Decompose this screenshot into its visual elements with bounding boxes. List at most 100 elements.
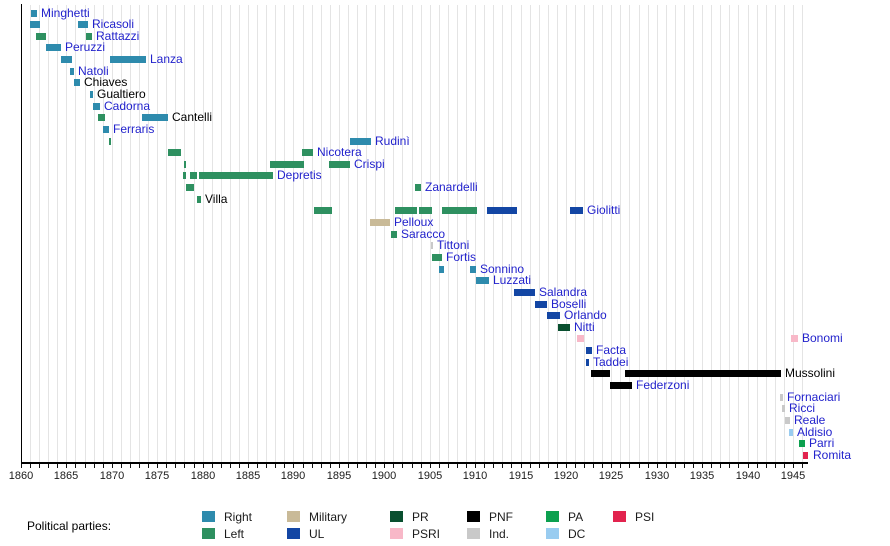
minister-label[interactable]: Pelloux bbox=[394, 215, 434, 229]
axis-tick-label: 1905 bbox=[417, 470, 443, 482]
year-gridline bbox=[203, 5, 204, 462]
axis-tick bbox=[748, 464, 749, 468]
minister-label[interactable]: Taddei bbox=[593, 355, 629, 369]
term-bar bbox=[570, 207, 583, 214]
term-bar bbox=[803, 452, 808, 459]
minister-label[interactable]: Orlando bbox=[564, 308, 607, 322]
axis-tick bbox=[484, 464, 485, 468]
term-bar bbox=[270, 161, 304, 168]
minister-label[interactable]: Cadorna bbox=[104, 99, 151, 113]
term-bar bbox=[190, 172, 197, 179]
legend-label-right: Right bbox=[224, 510, 253, 524]
minister-label[interactable]: Rudinì bbox=[375, 134, 410, 148]
minister-label[interactable]: Romita bbox=[813, 448, 852, 462]
term-bar bbox=[61, 56, 72, 63]
minister-label[interactable]: Natoli bbox=[78, 64, 109, 78]
axis-tick-label: 1915 bbox=[508, 470, 534, 482]
axis-tick bbox=[629, 464, 630, 468]
year-gridline bbox=[239, 5, 240, 462]
axis-tick-label: 1930 bbox=[644, 470, 670, 482]
year-gridline bbox=[75, 5, 76, 462]
axis-tick bbox=[157, 464, 158, 468]
term-bar bbox=[791, 335, 798, 342]
minister-label[interactable]: Aldisio bbox=[797, 425, 833, 439]
minister-label[interactable]: Bonomi bbox=[802, 331, 843, 345]
year-gridline bbox=[66, 5, 67, 462]
minister-label[interactable]: Fortis bbox=[446, 250, 476, 264]
axis-tick-label: 1910 bbox=[462, 470, 488, 482]
axis-tick bbox=[657, 464, 658, 468]
minister-label[interactable]: Boselli bbox=[551, 297, 587, 311]
minister-label[interactable]: Ferraris bbox=[113, 122, 155, 136]
minister-label[interactable]: Ricasoli bbox=[92, 17, 135, 31]
minister-label[interactable]: Lanza bbox=[150, 52, 183, 66]
minister-label[interactable]: Federzoni bbox=[636, 378, 690, 392]
axis-tick bbox=[539, 464, 540, 468]
minister-label[interactable]: Nicotera bbox=[317, 145, 362, 159]
minister-label[interactable]: Reale bbox=[794, 413, 826, 427]
axis-tick bbox=[666, 464, 667, 468]
term-bar bbox=[586, 359, 589, 366]
axis-tick bbox=[21, 464, 22, 468]
axis-tick-label: 1860 bbox=[8, 470, 34, 482]
minister-label[interactable]: Salandra bbox=[539, 285, 588, 299]
term-bar bbox=[487, 207, 517, 214]
term-bar bbox=[314, 207, 332, 214]
axis-tick bbox=[85, 464, 86, 468]
year-gridline bbox=[457, 5, 458, 462]
minister-label[interactable]: Crispi bbox=[354, 157, 385, 171]
minister-label[interactable]: Fornaciari bbox=[787, 390, 841, 404]
minister-label[interactable]: Saracco bbox=[401, 227, 446, 241]
axis-tick bbox=[511, 464, 512, 468]
axis-tick bbox=[729, 464, 730, 468]
axis-tick bbox=[248, 464, 249, 468]
term-bar bbox=[431, 242, 433, 249]
minister-label[interactable]: Ricci bbox=[789, 401, 815, 415]
term-bar bbox=[36, 33, 46, 40]
term-bar bbox=[350, 138, 371, 145]
axis-tick bbox=[548, 464, 549, 468]
minister-label[interactable]: Peruzzi bbox=[65, 40, 106, 54]
term-bar bbox=[419, 207, 432, 214]
axis-tick bbox=[766, 464, 767, 468]
minister-label[interactable]: Minghetti bbox=[41, 6, 90, 20]
minister-label[interactable]: Luzzati bbox=[493, 273, 532, 287]
year-gridline bbox=[575, 5, 576, 462]
year-gridline bbox=[248, 5, 249, 462]
axis-tick bbox=[693, 464, 694, 468]
minister-label[interactable]: Zanardelli bbox=[425, 180, 478, 194]
year-gridline bbox=[357, 5, 358, 462]
year-gridline bbox=[639, 5, 640, 462]
year-gridline bbox=[611, 5, 612, 462]
minister-label[interactable]: Giolitti bbox=[587, 203, 621, 217]
year-gridline bbox=[502, 5, 503, 462]
minister-label[interactable]: Rattazzi bbox=[96, 29, 140, 43]
year-gridline bbox=[693, 5, 694, 462]
year-gridline bbox=[439, 5, 440, 462]
minister-label[interactable]: Depretis bbox=[277, 168, 322, 182]
term-bar bbox=[142, 114, 168, 121]
year-gridline bbox=[157, 5, 158, 462]
year-gridline bbox=[175, 5, 176, 462]
axis-tick bbox=[94, 464, 95, 468]
year-gridline bbox=[530, 5, 531, 462]
minister-label[interactable]: Facta bbox=[596, 343, 627, 357]
minister-label[interactable]: Sonnino bbox=[480, 262, 525, 276]
year-gridline bbox=[48, 5, 49, 462]
year-gridline bbox=[711, 5, 712, 462]
axis-tick-label: 1925 bbox=[598, 470, 624, 482]
minister-label[interactable]: Nitti bbox=[574, 320, 595, 334]
axis-tick bbox=[348, 464, 349, 468]
minister-label[interactable]: Parri bbox=[809, 436, 835, 450]
axis-tick bbox=[112, 464, 113, 468]
term-bar bbox=[74, 79, 80, 86]
term-bar bbox=[514, 289, 535, 296]
year-gridline bbox=[148, 5, 149, 462]
minister-label[interactable]: Tittoni bbox=[437, 238, 470, 252]
year-gridline bbox=[648, 5, 649, 462]
axis-tick bbox=[393, 464, 394, 468]
axis-tick bbox=[130, 464, 131, 468]
axis-tick bbox=[457, 464, 458, 468]
axis-tick bbox=[738, 464, 739, 468]
term-bar bbox=[90, 91, 93, 98]
